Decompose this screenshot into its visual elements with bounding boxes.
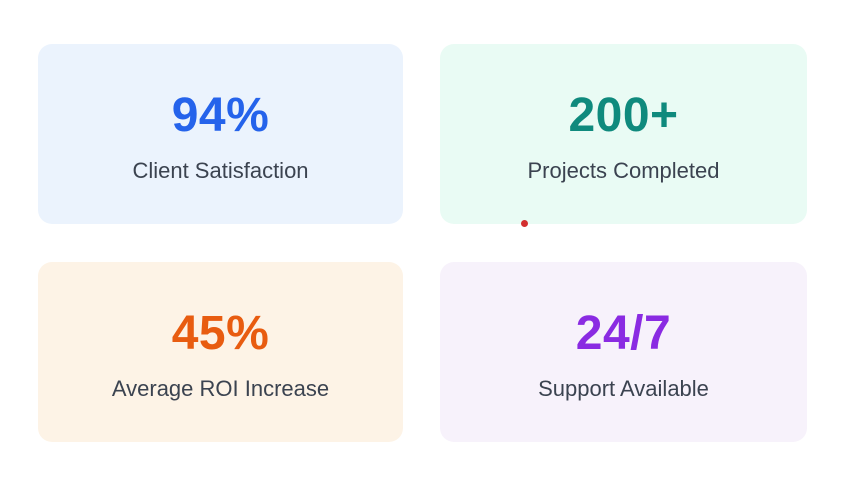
stats-grid: 94% Client Satisfaction 200+ Projects Co… bbox=[38, 44, 807, 442]
stat-value: 200+ bbox=[568, 88, 679, 142]
stat-label: Support Available bbox=[538, 375, 709, 401]
stat-value: 45% bbox=[171, 306, 270, 360]
stat-card-support-available: 24/7 Support Available bbox=[440, 262, 807, 442]
stat-card-average-roi-increase: 45% Average ROI Increase bbox=[38, 262, 403, 442]
stat-value: 24/7 bbox=[575, 306, 672, 360]
stat-label: Average ROI Increase bbox=[111, 375, 330, 401]
stat-card-client-satisfaction: 94% Client Satisfaction bbox=[38, 44, 403, 224]
stat-label: Client Satisfaction bbox=[132, 157, 309, 183]
click-indicator-dot bbox=[521, 220, 528, 227]
stat-card-projects-completed: 200+ Projects Completed bbox=[440, 44, 807, 224]
stat-label: Projects Completed bbox=[527, 157, 720, 183]
stat-value: 94% bbox=[171, 88, 270, 142]
